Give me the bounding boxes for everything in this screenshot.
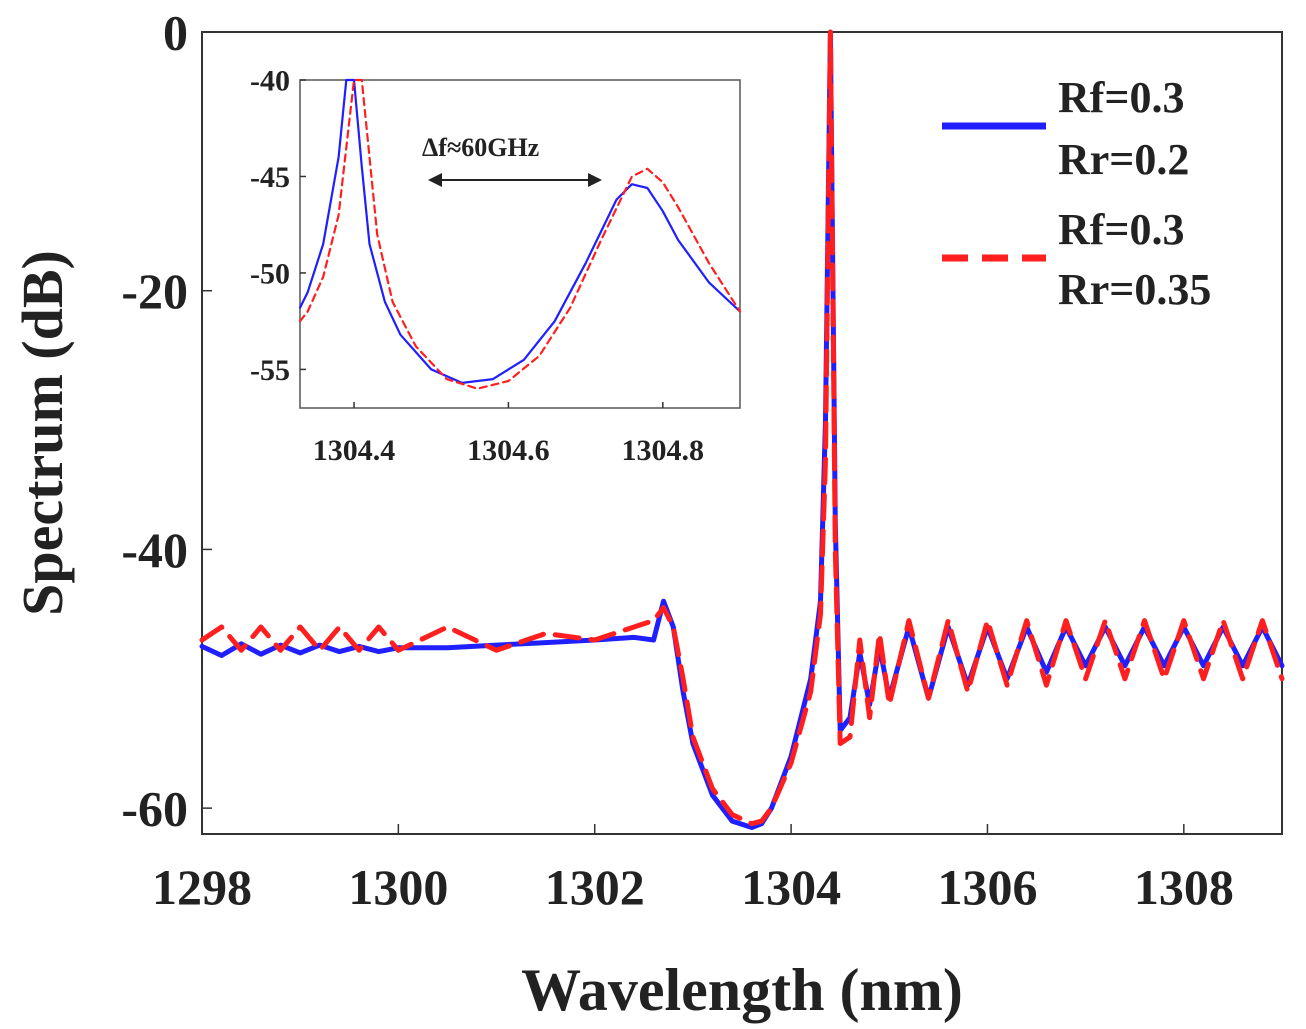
inset-chart: 1304.4 1304.6 1304.8 -40 -45 -50 -55 Δf≈60GHz [250, 65, 742, 468]
main-y-tick-label-1: 0 [163, 5, 188, 61]
main-x-tick-label-3: 1302 [545, 859, 645, 915]
inset-y-tick-label-4: -55 [250, 354, 290, 387]
main-plot-frame [201, 31, 1283, 835]
legend-label-series-1-line-2: Rr=0.2 [1058, 135, 1189, 184]
inset-y-tick-label-3: -50 [250, 257, 290, 290]
main-series-2-line [199, 29, 1285, 827]
inset-annotation-text: Δf≈60GHz [422, 133, 539, 162]
main-series [199, 29, 1285, 830]
legend-label-series-2-line-1: Rf=0.3 [1058, 205, 1185, 254]
inset-background [299, 79, 741, 409]
inset-series [298, 78, 742, 390]
inset-y-tick-label-1: -40 [250, 65, 290, 98]
main-y-tick-label-4: -60 [121, 781, 188, 837]
legend-label-series-1-line-1: Rf=0.3 [1058, 73, 1185, 122]
main-x-tick-label-4: 1304 [741, 859, 841, 915]
y-axis-title: Spectrum (dB) [10, 250, 75, 616]
inset-ticks: 1304.4 1304.6 1304.8 -40 -45 -50 -55 [250, 65, 704, 468]
inset-y-tick-label-2: -45 [250, 161, 290, 194]
inset-series-2-line [298, 78, 742, 390]
main-x-tick-label-5: 1306 [937, 859, 1037, 915]
main-y-tick-label-3: -40 [121, 522, 188, 578]
main-y-tick-label-2: -20 [121, 263, 188, 319]
legend-label-series-2-line-2: Rr=0.35 [1058, 265, 1211, 314]
inset-annotation-arrow [428, 173, 602, 187]
legend: Rf=0.3 Rr=0.2 Rf=0.3 Rr=0.35 [942, 73, 1211, 314]
inset-x-tick-label-2: 1304.6 [467, 434, 550, 467]
main-x-tick-label-6: 1308 [1134, 859, 1234, 915]
main-x-tick-label-1: 1298 [152, 859, 252, 915]
x-axis-title: Wavelength (nm) [521, 957, 963, 1023]
inset-x-tick-label-3: 1304.8 [622, 434, 705, 467]
main-ticks: 1298 1300 1302 1304 1306 1308 0 -20 -40 -60 [121, 5, 1233, 916]
main-x-tick-label-2: 1300 [348, 859, 448, 915]
inset-x-tick-label-1: 1304.4 [313, 434, 396, 467]
